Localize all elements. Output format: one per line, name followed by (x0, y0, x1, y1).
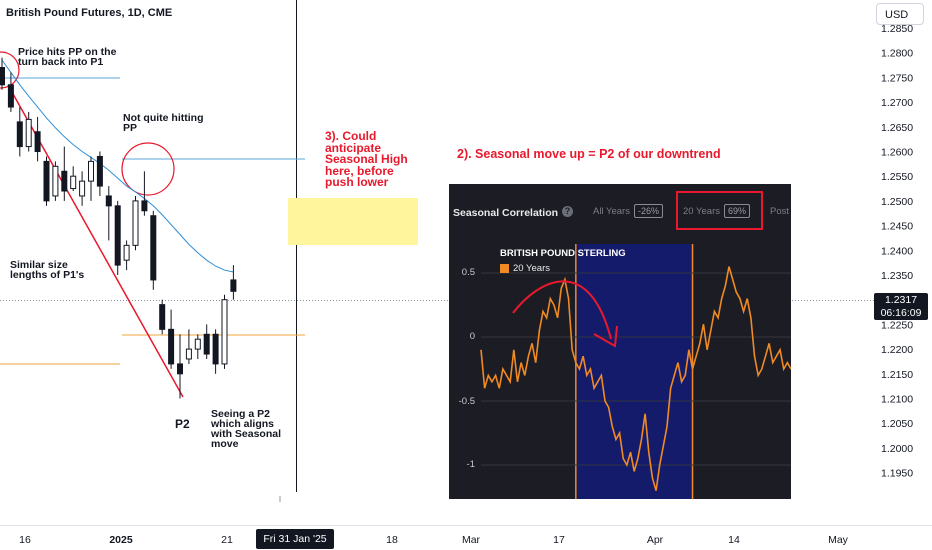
candle-body (114, 205, 121, 266)
price-axis-label: 1.2550 (881, 171, 913, 183)
bar-countdown: 06:16:09 (880, 307, 922, 319)
candle-body (88, 160, 94, 182)
candle-body (123, 244, 130, 261)
price-axis-label: 1.2500 (881, 196, 913, 208)
price-axis-label: 1.2400 (881, 245, 913, 257)
seasonal-title: Seasonal Correlation (453, 207, 559, 219)
candle-body (194, 338, 201, 350)
annotation-arrow-curve (512, 280, 612, 340)
time-axis-label: May (828, 534, 849, 546)
price-axis-label: 1.2350 (881, 270, 913, 282)
annotation-anticipate: 3). Could anticipate Seasonal High here,… (325, 129, 408, 189)
price-axis-label: 1.2150 (881, 369, 913, 381)
candle-body (150, 215, 157, 281)
candle-body (132, 200, 139, 246)
candle-body (168, 328, 175, 365)
tab-all-years-value: -26% (633, 204, 663, 218)
candle-body (16, 121, 23, 148)
tab-all-years-label: All Years (593, 205, 630, 217)
price-axis-label: 1.2050 (881, 418, 913, 430)
price-axis-label: 1.2250 (881, 319, 913, 331)
inset-ytick: -0.5 (458, 396, 475, 407)
chart-title: British Pound Futures, 1D, CME (6, 7, 173, 19)
price-axis-label: 1.1950 (881, 468, 913, 480)
price-axis-label: 1.2750 (881, 72, 913, 84)
candle-body (52, 165, 59, 197)
candle-body (7, 84, 14, 108)
candle-body (221, 299, 228, 365)
tab-20-years[interactable]: 20 Years 69% (683, 204, 750, 218)
legend-series-label: 20 Years (513, 263, 550, 274)
currency-selector[interactable]: USD (876, 3, 924, 25)
candle-body (141, 200, 148, 212)
time-axis-label: 18 (386, 534, 398, 546)
price-axis-label: 1.2000 (881, 443, 913, 455)
candle-body (25, 118, 32, 148)
annotation-seeing-p2: Seeing a P2 which aligns with Seasonal m… (211, 408, 282, 450)
candle-body (34, 131, 41, 153)
legend-title: BRITISH POUND STERLING (500, 248, 626, 259)
price-axis-label: 1.2650 (881, 122, 913, 134)
candle-body (185, 348, 192, 360)
seasonal-correlation-panel: Seasonal Correlation ? All Years -26% 20… (449, 184, 791, 499)
last-price-value: 1.2317 (884, 294, 918, 306)
price-axis-label: 1.2450 (881, 221, 913, 233)
tab-20-years-label: 20 Years (683, 205, 720, 217)
moving-average-line (1, 59, 234, 273)
seasonal-high-zone (288, 198, 418, 245)
price-axis-label: 1.2600 (881, 147, 913, 159)
time-axis-label: 21 (221, 534, 233, 546)
annotation-pp-turn: Price hits PP on the turn back into P1 (18, 46, 117, 68)
time-axis-label: Mar (462, 534, 481, 546)
candle-body (159, 304, 166, 330)
annotation-arrow-head (593, 325, 618, 348)
annotation-similar-size: Similar size lengths of P1's (10, 259, 85, 281)
annotation-p2: P2 (175, 417, 190, 431)
price-axis-label: 1.2700 (881, 97, 913, 109)
tab-post[interactable]: Post (770, 206, 790, 217)
time-axis-label: 17 (553, 534, 565, 546)
inset-ytick: -1 (466, 459, 475, 470)
candle-body (212, 333, 219, 365)
time-axis-label: Apr (647, 534, 664, 546)
info-icon[interactable]: ? (562, 206, 573, 217)
time-axis-label: 2025 (109, 534, 133, 546)
pp-miss-circle (121, 142, 175, 196)
inset-ytick: 0.5 (461, 267, 475, 278)
twenty-years-highlight-box (676, 191, 763, 230)
candle-body (230, 279, 237, 292)
crosshair-date-label: Fri 31 Jan '25 (256, 529, 334, 549)
candle-body (61, 170, 68, 192)
candle-body (177, 363, 183, 375)
annotation-seasonal-move: 2). Seasonal move up = P2 of our downtre… (457, 147, 721, 161)
candle-body (79, 180, 86, 197)
legend-swatch (500, 264, 509, 273)
candle-body (96, 155, 103, 187)
candle-body (70, 175, 77, 190)
tab-20-years-value: 69% (723, 204, 750, 218)
last-price-tag: 1.2317 06:16:09 (874, 293, 928, 320)
tab-all-years[interactable]: All Years -26% (593, 204, 663, 218)
time-axis-label: 14 (728, 534, 740, 546)
price-axis-label: 1.2800 (881, 48, 913, 60)
pp-hit-circle (0, 51, 20, 89)
seasonal-window (575, 244, 693, 499)
candle-body (43, 160, 50, 202)
price-axis-label: 1.2200 (881, 344, 913, 356)
inset-ytick: 0 (469, 331, 475, 342)
seasonal-series-line (480, 266, 791, 491)
price-axis-label: 1.2850 (881, 23, 913, 35)
candle-body (0, 67, 5, 86)
price-axis-label: 1.2100 (881, 394, 913, 406)
time-axis-label: 16 (19, 534, 31, 546)
candle-body (105, 195, 112, 207)
annotation-not-hitting: Not quite hitting PP (123, 112, 204, 134)
seasonal-plot (480, 244, 791, 499)
candle-body (203, 333, 210, 355)
